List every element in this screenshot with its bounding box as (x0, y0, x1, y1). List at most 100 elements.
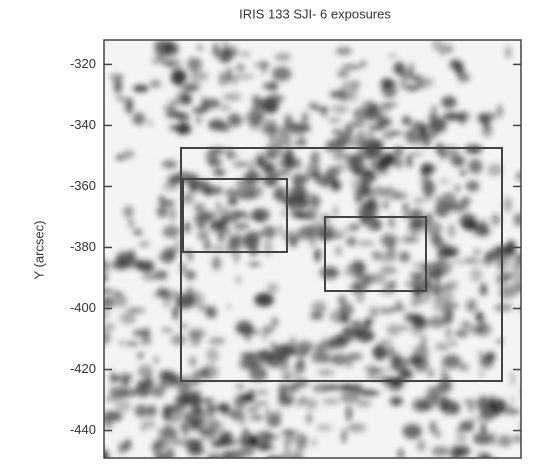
texture-blob (305, 398, 318, 410)
texture-blob (227, 113, 241, 127)
texture-blob (231, 413, 247, 421)
texture-blob (413, 208, 421, 220)
texture-blob (451, 341, 456, 347)
texture-blob (454, 184, 460, 192)
texture-blob (278, 224, 283, 237)
texture-blob (136, 260, 154, 270)
texture-blob (524, 219, 534, 231)
texture-blob (466, 181, 480, 192)
texture-blob (233, 400, 244, 404)
texture-blob (185, 270, 195, 280)
texture-blob (399, 325, 409, 330)
texture-blob (502, 271, 512, 282)
texture-blob (235, 73, 254, 79)
texture-blob (342, 65, 362, 70)
texture-blob (342, 429, 347, 443)
texture-blob (458, 72, 470, 82)
texture-blob (297, 193, 315, 198)
texture-blob (374, 166, 389, 175)
texture-blob (286, 384, 300, 393)
texture-blob (98, 312, 109, 319)
texture-blob (497, 105, 503, 118)
texture-blob (399, 251, 410, 262)
texture-blob (212, 256, 221, 270)
texture-blob (380, 266, 397, 274)
texture-blob (364, 199, 380, 211)
texture-blob (202, 365, 219, 380)
texture-blob (92, 331, 101, 335)
texture-blob (294, 361, 305, 375)
texture-blob (525, 421, 536, 428)
texture-blob (503, 197, 512, 212)
texture-blob (297, 400, 302, 407)
texture-blob (370, 369, 384, 373)
texture-blob (105, 416, 112, 430)
texture-blob (378, 339, 393, 345)
texture-blob (147, 121, 152, 126)
texture-blob (443, 373, 449, 381)
texture-blob (420, 341, 426, 351)
texture-blob (163, 200, 174, 207)
texture-blob (139, 242, 150, 247)
texture-blob (157, 206, 168, 218)
texture-blob (187, 58, 202, 72)
texture-blob (428, 272, 435, 278)
texture-blob (504, 410, 521, 414)
texture-blob (306, 413, 311, 424)
texture-blob (400, 76, 408, 89)
y-tick-label: -400 (70, 300, 96, 315)
texture-blob (479, 412, 498, 416)
texture-blob (357, 129, 366, 144)
chart-title: IRIS 133 SJI- 6 exposures (239, 6, 391, 21)
texture-blob (312, 384, 329, 393)
texture-blob (311, 351, 323, 363)
texture-blob (461, 321, 472, 330)
texture-blob (389, 130, 401, 136)
texture-blob (316, 107, 329, 111)
texture-blob (167, 59, 182, 71)
texture-blob (449, 59, 460, 70)
texture-blob (427, 114, 438, 120)
texture-blob (460, 111, 466, 125)
texture-blob (274, 171, 291, 176)
texture-blob (516, 255, 529, 259)
texture-blob (294, 139, 307, 146)
texture-blob (317, 369, 335, 375)
texture-blob (299, 125, 311, 132)
texture-blob (169, 207, 176, 222)
texture-blob (339, 303, 354, 316)
texture-blob (302, 112, 309, 124)
texture-blob (410, 298, 427, 303)
texture-blob (110, 75, 125, 80)
texture-blob (161, 328, 173, 333)
texture-blob (248, 262, 261, 266)
texture-blob (206, 308, 217, 318)
texture-blob (270, 81, 277, 92)
texture-blob (350, 155, 363, 166)
texture-blob (231, 153, 239, 157)
texture-blob (227, 68, 232, 83)
texture-blob (404, 203, 408, 213)
texture-blob (439, 42, 446, 56)
texture-blob (235, 384, 244, 388)
texture-blob (249, 368, 268, 382)
texture-blob (263, 175, 278, 187)
texture-blob (402, 116, 412, 126)
texture-blob (112, 260, 127, 271)
texture-blob (513, 213, 524, 227)
texture-blob (475, 323, 492, 337)
texture-blob (171, 69, 187, 85)
texture-blob (201, 96, 208, 103)
texture-blob (332, 129, 341, 134)
texture-blob (93, 289, 97, 298)
texture-blob (475, 311, 483, 323)
texture-blob (455, 330, 469, 338)
texture-blob (254, 293, 274, 307)
texture-blob (149, 80, 161, 88)
texture-blob (239, 52, 251, 56)
texture-blob (311, 439, 315, 446)
texture-blob (439, 249, 445, 265)
texture-blob (118, 391, 136, 398)
texture-blob (297, 214, 314, 220)
texture-blob (296, 433, 308, 448)
